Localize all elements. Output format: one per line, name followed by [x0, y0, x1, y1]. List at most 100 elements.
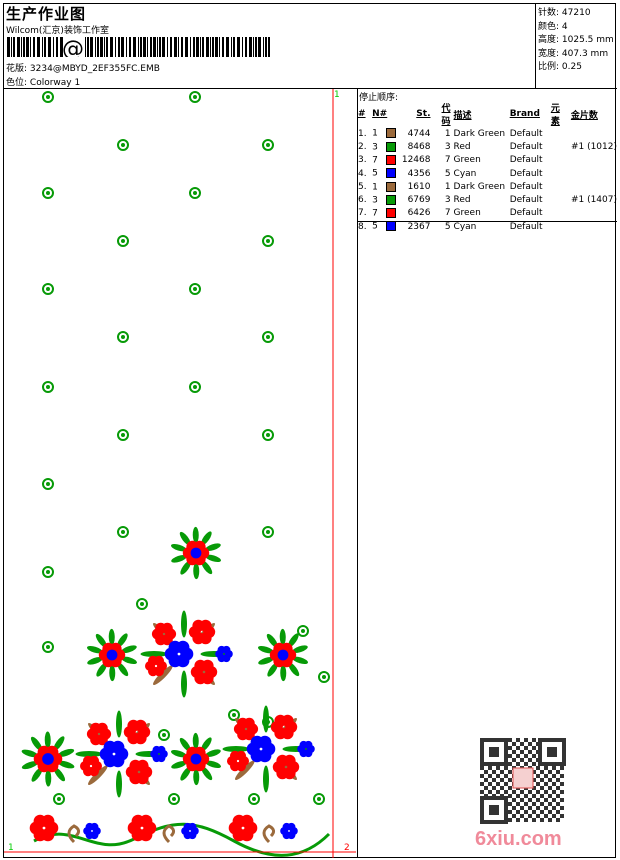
table-row: 7. 7 6426 7 Green Default: [358, 207, 620, 220]
spiral-motif: [136, 598, 148, 610]
qr-stamp: [512, 767, 534, 789]
qr-module: [544, 798, 548, 802]
leaf: [258, 645, 274, 654]
barcode-bar: [181, 37, 183, 57]
qr-module: [520, 798, 524, 802]
qr-module: [524, 802, 528, 806]
barcode-bar: [21, 37, 22, 57]
info-row: 宽度: 407.3 mm: [538, 46, 608, 59]
qr-module: [540, 818, 544, 822]
leaf: [292, 645, 308, 654]
barcode-bar: [56, 37, 58, 57]
qr-finder: [538, 738, 566, 766]
barcode-bar: [100, 37, 103, 57]
barcode-bar: [104, 37, 105, 57]
leaf: [117, 662, 129, 677]
barcode-bar: [263, 37, 264, 57]
sequin-count: [571, 154, 620, 167]
color-description: Cyan: [453, 168, 477, 179]
row-index: 5.: [358, 181, 367, 192]
qr-module: [508, 818, 512, 822]
qr-module: [500, 770, 504, 774]
flower-motif: [80, 755, 102, 777]
barcode-bar: [268, 37, 270, 57]
leaf: [181, 670, 187, 698]
leaf: [288, 633, 299, 648]
barcode-bar: [178, 37, 179, 57]
spiral-motif: [313, 793, 325, 805]
qr-module: [528, 798, 532, 802]
flower-motif: [270, 714, 298, 740]
flower-motif: [269, 642, 297, 668]
spiral-motif: [297, 625, 309, 637]
element: [551, 207, 571, 220]
spiral-motif: [117, 331, 129, 343]
spiral-motif: [42, 641, 54, 653]
qr-module: [532, 754, 536, 758]
needle-cell: 7: [372, 207, 401, 220]
qr-module: [516, 754, 520, 758]
leaf: [121, 645, 137, 654]
barcode-bar: [60, 37, 63, 57]
design-label: 花版:: [6, 64, 28, 74]
flower-motif: [33, 745, 63, 773]
qr-module: [560, 782, 564, 786]
barcode-bar: [253, 37, 254, 57]
qr-module: [528, 742, 532, 746]
info-label: 针数:: [538, 8, 560, 18]
qr-module: [520, 790, 524, 794]
element: [551, 154, 571, 167]
color-description: Dark Green: [453, 181, 506, 192]
barcode-bar: [245, 37, 247, 57]
qr-module: [548, 818, 552, 822]
spiral-motif: [158, 729, 170, 741]
needle-number: 7: [372, 208, 378, 219]
qr-module: [532, 778, 536, 782]
leaf: [179, 531, 191, 546]
barcode-bar: [255, 37, 257, 57]
qr-module: [496, 766, 500, 770]
color-description: Green: [453, 155, 481, 166]
leaf: [108, 628, 115, 646]
qr-module: [508, 786, 512, 790]
qr-module: [536, 782, 540, 786]
stitch-count: 2367: [407, 221, 431, 232]
info-value: 1025.5 mm: [561, 35, 614, 45]
qr-module: [496, 782, 500, 786]
flower-motif: [29, 814, 59, 842]
needle-cell: 1: [372, 127, 401, 140]
needle-number: 3: [372, 195, 378, 206]
leaf: [109, 664, 116, 682]
table-row: 3. 7 12468 7 Green Default: [358, 154, 620, 167]
spiral-motif: [42, 283, 54, 295]
leaf: [153, 665, 173, 685]
qr-code: [480, 738, 566, 824]
qr-module: [540, 786, 544, 790]
barcode-bar: [249, 37, 252, 57]
spiral-motif: [262, 139, 274, 151]
stitch-count: 1610: [407, 181, 431, 192]
barcode-bar: [242, 37, 243, 57]
embroidery-design-preview: 1 1 2: [4, 89, 356, 858]
color-code: 5: [444, 221, 451, 232]
brand: Default: [509, 181, 543, 192]
qr-module: [524, 754, 528, 758]
color-swatch: [386, 208, 397, 219]
barcode-bar: [90, 37, 93, 57]
qr-module: [512, 806, 516, 810]
leaf: [87, 656, 103, 665]
leaf: [140, 651, 168, 657]
color-description: Red: [453, 195, 471, 206]
color-code: 3: [444, 141, 451, 152]
qr-module: [508, 738, 512, 742]
flower-motif: [181, 822, 199, 840]
needle-number: 5: [372, 221, 378, 232]
leaf: [280, 664, 287, 682]
leaf: [171, 543, 187, 552]
barcode-bar: [150, 37, 152, 57]
spiral-motif: [168, 793, 180, 805]
leaf: [279, 628, 286, 646]
barcode-bar: [212, 37, 214, 57]
qr-module: [528, 814, 532, 818]
sequin-count: [571, 127, 620, 140]
